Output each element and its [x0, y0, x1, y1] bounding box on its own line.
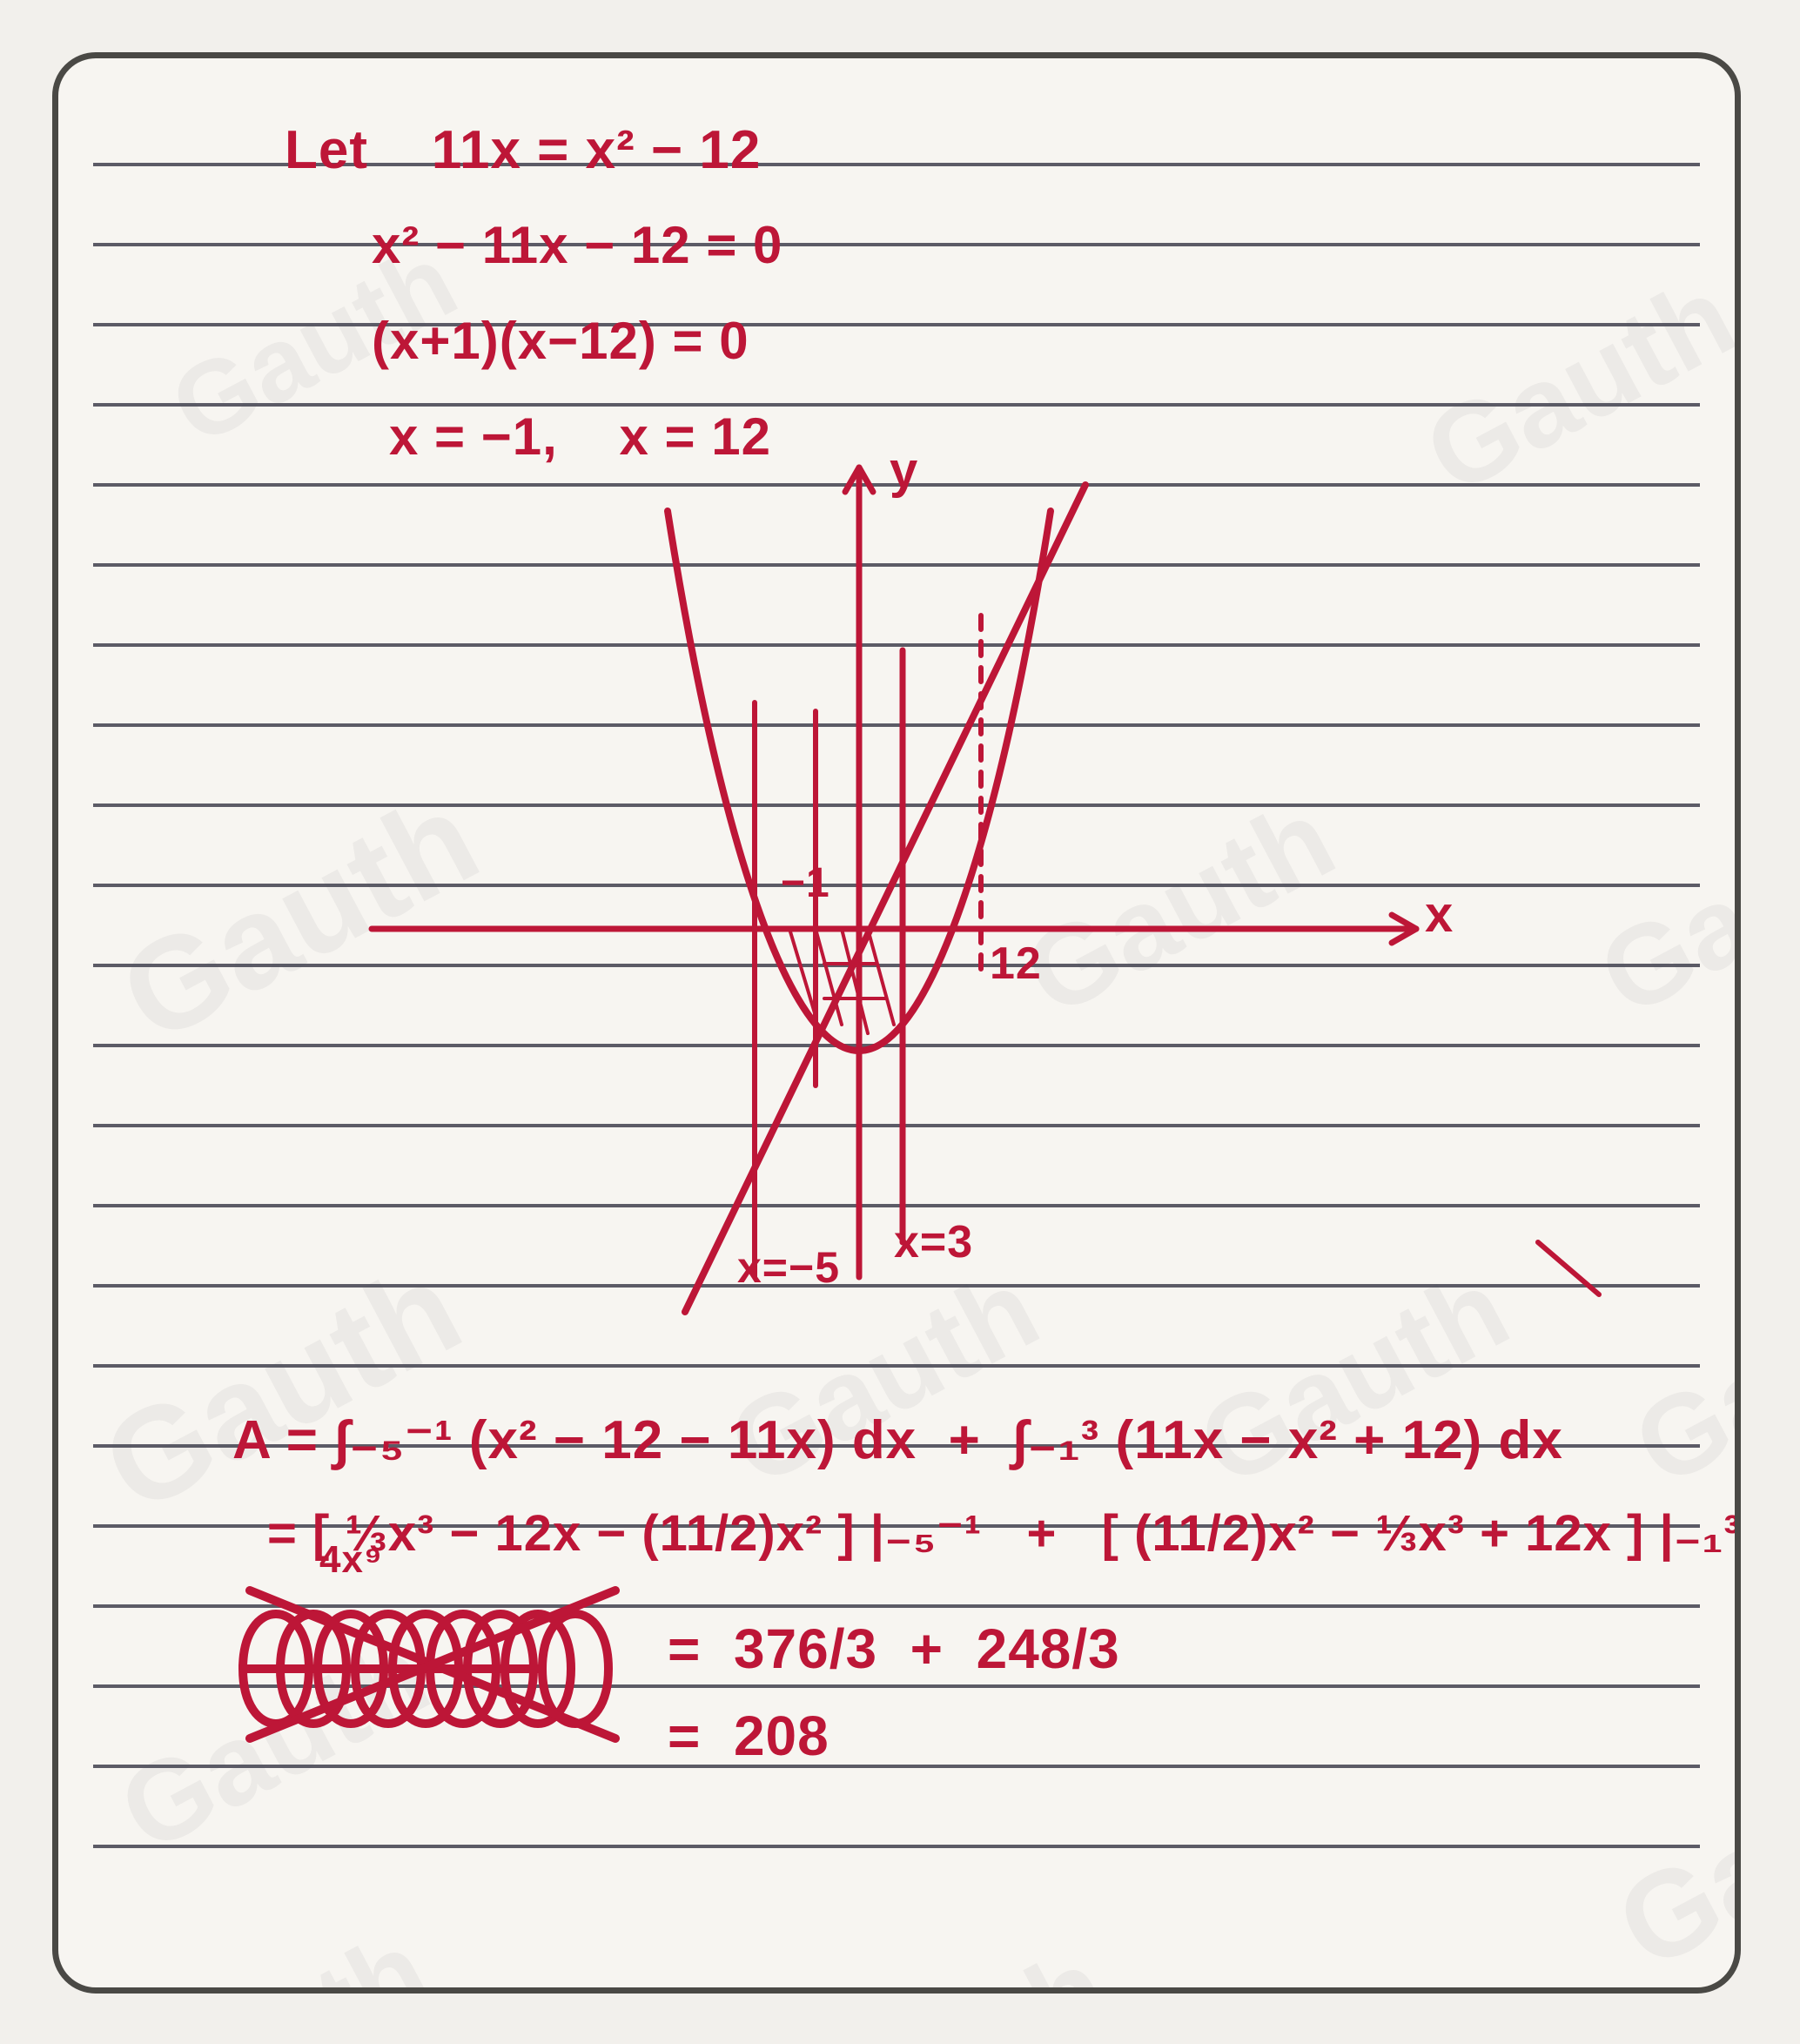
- annot-minus1: −1: [781, 859, 830, 907]
- graph-sketch: [58, 58, 1741, 1994]
- axis-label-x: x: [1425, 885, 1454, 944]
- axis-label-y: y: [890, 441, 918, 500]
- annot-x-minus5: x=−5: [737, 1242, 840, 1293]
- annot-x-3: x=3: [894, 1216, 973, 1268]
- notebook-page: GauthGauthGauthGauthGauthGauthGauthGauth…: [52, 52, 1741, 1994]
- annot-12: 12: [990, 938, 1042, 990]
- scribble-top-text: 4x⁹: [319, 1538, 383, 1582]
